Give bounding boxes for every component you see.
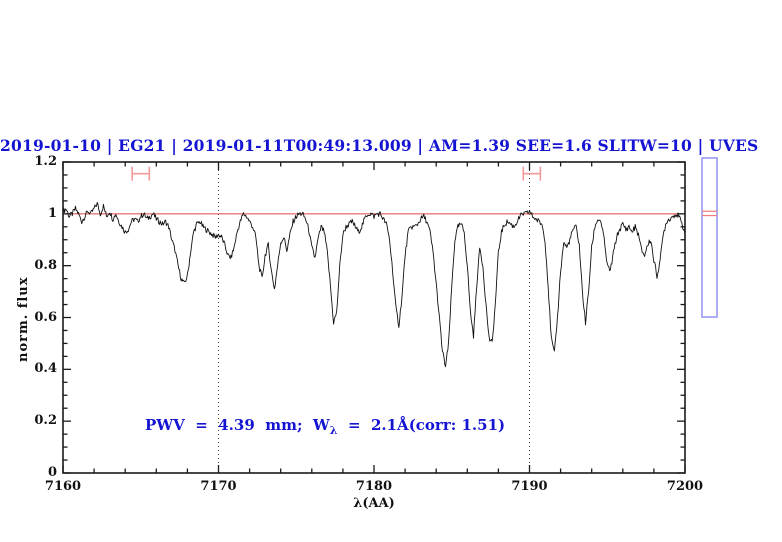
x-axis-label: λ(AA) xyxy=(353,496,395,511)
pwv-annotation-text-2: = 2.1Å(corr: 1.51) xyxy=(337,416,506,434)
y-tick-label: 0.2 xyxy=(34,413,57,429)
y-tick-label: 0.8 xyxy=(34,257,57,273)
pwv-annotation-subscript: λ xyxy=(329,424,338,437)
y-tick-label: 1.2 xyxy=(34,154,57,169)
y-tick-label: 0.4 xyxy=(34,361,57,377)
plot-title: 2019-01-10 | EG21 | 2019-01-11T00:49:13.… xyxy=(0,136,759,155)
x-tick-label: 7200 xyxy=(666,479,704,494)
pwv-annotation: PWV = 4.39 mm; Wλ = 2.1Å(corr: 1.51) xyxy=(145,416,506,437)
x-tick-label: 7190 xyxy=(511,479,548,494)
x-tick-label: 7160 xyxy=(44,479,82,494)
x-tick-label: 7170 xyxy=(200,479,237,494)
x-tick-label: 7180 xyxy=(355,479,393,494)
y-tick-label: 1 xyxy=(47,205,57,221)
pwv-annotation-text: PWV = 4.39 mm; W xyxy=(145,416,330,434)
y-tick-label: 0 xyxy=(47,465,57,480)
y-tick-label: 0.6 xyxy=(34,309,57,325)
